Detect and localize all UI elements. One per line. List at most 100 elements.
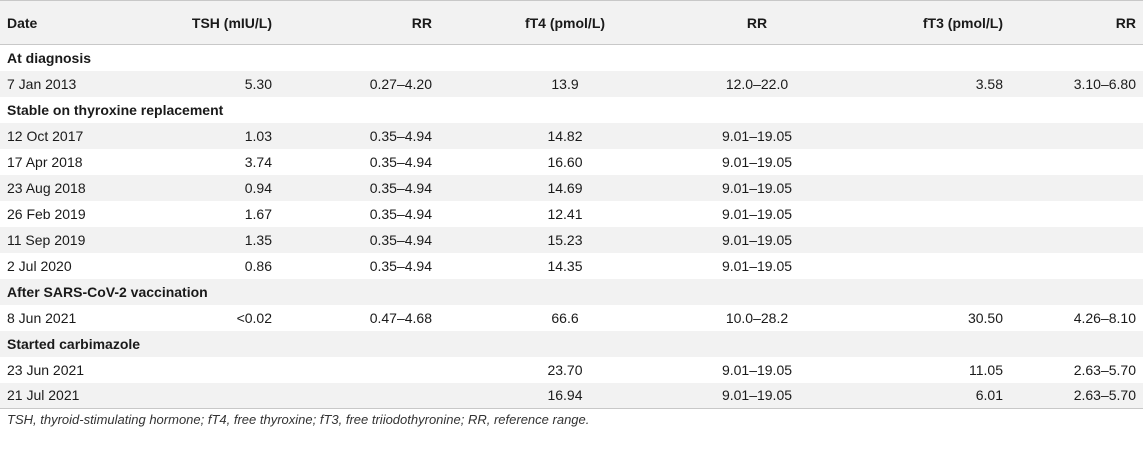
- cell-ft3: 3.58: [975, 75, 1003, 92]
- cell-ft3: [850, 201, 1035, 227]
- cell-ft4-rr: 9.01–19.05: [664, 382, 850, 409]
- table-footnote: TSH, thyroid-stimulating hormone; fT4, f…: [7, 412, 590, 427]
- cell-ft3: 11.05: [969, 361, 1003, 378]
- cell-tsh: 1.67: [244, 205, 272, 222]
- cell-date: 7 Jan 2013: [7, 75, 77, 92]
- section-row: Stable on thyroxine replacement: [0, 97, 1143, 123]
- cell-tsh: [180, 357, 280, 383]
- section-label: Stable on thyroxine replacement: [7, 101, 224, 118]
- cell-ft3-rr: [1035, 227, 1143, 253]
- table-body: At diagnosis 7 Jan 2013 5.30 0.27–4.20 13.9 1…: [0, 45, 1143, 409]
- cell-ft4-rr: 9.01–19.05: [721, 179, 793, 196]
- cell-ft4: 23.70: [547, 361, 583, 378]
- cell-ft3-rr: 2.63–5.70: [1035, 382, 1143, 409]
- cell-tsh-rr: 0.47–4.68: [369, 309, 432, 326]
- header-date: Date: [0, 0, 180, 45]
- header-ft4: fT4 (pmol/L): [466, 0, 664, 45]
- cell-ft4-rr: 10.0–28.2: [725, 309, 789, 326]
- table-row: 12 Oct 2017 1.03 0.35–4.94 14.82 9.01–19.05: [0, 122, 1143, 149]
- cell-tsh-rr: 0.35–4.94: [369, 127, 432, 144]
- cell-date: 8 Jun 2021: [7, 309, 77, 326]
- cell-ft3-rr: [1035, 149, 1143, 175]
- header-ft3-rr: RR: [1035, 0, 1143, 45]
- table-row: 23 Jun 2021 23.70 9.01–19.05 11.05 2.63–5.70: [0, 357, 1143, 383]
- cell-ft4-rr: 9.01–19.05: [721, 257, 793, 274]
- cell-tsh-rr: 0.35–4.94: [369, 179, 432, 196]
- cell-tsh-rr: [280, 382, 466, 409]
- cell-ft3-rr: 4.26–8.10: [1073, 309, 1136, 326]
- cell-tsh: [180, 382, 280, 409]
- section-label: After SARS-CoV-2 vaccination: [7, 283, 208, 300]
- table-row: 8 Jun 2021 <0.02 0.47–4.68 66.6 10.0–28.2 30.…: [0, 305, 1143, 331]
- cell-ft4: 14.69: [547, 179, 583, 196]
- header-ft3: fT3 (pmol/L): [850, 0, 1035, 45]
- table-row: 26 Feb 2019 1.67 0.35–4.94 12.41 9.01–19.05: [0, 201, 1143, 227]
- cell-ft3: 30.50: [967, 309, 1003, 326]
- table-row: 17 Apr 2018 3.74 0.35–4.94 16.60 9.01–19.05: [0, 149, 1143, 175]
- cell-ft4-rr: 9.01–19.05: [721, 205, 793, 222]
- cell-tsh-rr: [280, 357, 466, 383]
- cell-ft4: 14.35: [547, 257, 583, 274]
- cell-ft4: 15.23: [547, 231, 583, 248]
- table-header-row: Date TSH (mIU/L) RR fT4 (pmol/L) RR fT3 …: [0, 0, 1143, 45]
- cell-tsh-rr: 0.35–4.94: [369, 153, 432, 170]
- cell-date: 12 Oct 2017: [7, 127, 84, 144]
- cell-ft3-rr: 3.10–6.80: [1073, 75, 1136, 92]
- cell-date: 23 Aug 2018: [7, 179, 86, 196]
- cell-date: 11 Sep 2019: [7, 231, 86, 248]
- cell-tsh-rr: 0.35–4.94: [369, 205, 432, 222]
- cell-date: 17 Apr 2018: [7, 153, 83, 170]
- section-label: Started carbimazole: [7, 335, 141, 352]
- cell-tsh-rr: 0.35–4.94: [369, 257, 432, 274]
- cell-ft4: 14.82: [547, 127, 583, 144]
- cell-ft3-rr: [1035, 123, 1143, 149]
- section-row: Started carbimazole: [0, 330, 1143, 357]
- cell-ft4-rr: 12.0–22.0: [725, 75, 789, 92]
- cell-tsh: <0.02: [236, 309, 272, 326]
- cell-ft4: 16.94: [466, 382, 664, 409]
- cell-tsh-rr: 0.35–4.94: [369, 231, 432, 248]
- cell-tsh: 0.86: [244, 257, 272, 274]
- cell-ft3-rr: [1035, 253, 1143, 279]
- table-row: 7 Jan 2013 5.30 0.27–4.20 13.9 12.0–22.0 3.58…: [0, 70, 1143, 97]
- cell-date: 23 Jun 2021: [7, 361, 85, 378]
- cell-ft3: 6.01: [850, 382, 1035, 409]
- cell-tsh: 5.30: [244, 75, 272, 92]
- section-row: After SARS-CoV-2 vaccination: [0, 278, 1143, 305]
- cell-ft3: [850, 123, 1035, 149]
- cell-ft4-rr: 9.01–19.05: [721, 153, 793, 170]
- cell-date: 26 Feb 2019: [7, 205, 86, 222]
- cell-ft3: [850, 175, 1035, 201]
- cell-ft4: 66.6: [551, 309, 579, 326]
- lab-results-table: Date TSH (mIU/L) RR fT4 (pmol/L) RR fT3 …: [0, 0, 1143, 409]
- cell-tsh: 3.74: [244, 153, 272, 170]
- cell-ft4-rr: 9.01–19.05: [721, 231, 793, 248]
- cell-ft3-rr: [1035, 175, 1143, 201]
- cell-ft4-rr: 9.01–19.05: [721, 127, 793, 144]
- cell-date: 21 Jul 2021: [0, 382, 180, 409]
- cell-ft3: [850, 149, 1035, 175]
- cell-ft4: 12.41: [547, 205, 583, 222]
- table-row: 23 Aug 2018 0.94 0.35–4.94 14.69 9.01–19.05: [0, 174, 1143, 201]
- cell-ft3: [850, 253, 1035, 279]
- cell-ft4-rr: 9.01–19.05: [721, 361, 793, 378]
- cell-date: 2 Jul 2020: [7, 257, 72, 274]
- cell-tsh: 0.94: [244, 179, 272, 196]
- section-label: At diagnosis: [7, 49, 92, 66]
- cell-tsh: 1.03: [244, 127, 272, 144]
- table-row: 2 Jul 2020 0.86 0.35–4.94 14.35 9.01–19.05: [0, 253, 1143, 279]
- cell-ft4: 13.9: [551, 75, 579, 92]
- cell-ft3-rr: [1035, 201, 1143, 227]
- cell-tsh-rr: 0.27–4.20: [369, 75, 432, 92]
- header-tsh: TSH (mIU/L): [180, 0, 280, 45]
- section-row: At diagnosis: [0, 45, 1143, 71]
- cell-ft3-rr: 2.63–5.70: [1073, 361, 1136, 378]
- header-ft4-rr: RR: [664, 0, 850, 45]
- table-row: 21 Jul 2021 16.94 9.01–19.05 6.01 2.63–5.70: [0, 382, 1143, 409]
- table-row: 11 Sep 2019 1.35 0.35–4.94 15.23 9.01–19.05: [0, 226, 1143, 253]
- header-tsh-rr: RR: [280, 0, 466, 45]
- cell-ft4: 16.60: [547, 153, 583, 170]
- cell-tsh: 1.35: [244, 231, 272, 248]
- cell-ft3: [850, 227, 1035, 253]
